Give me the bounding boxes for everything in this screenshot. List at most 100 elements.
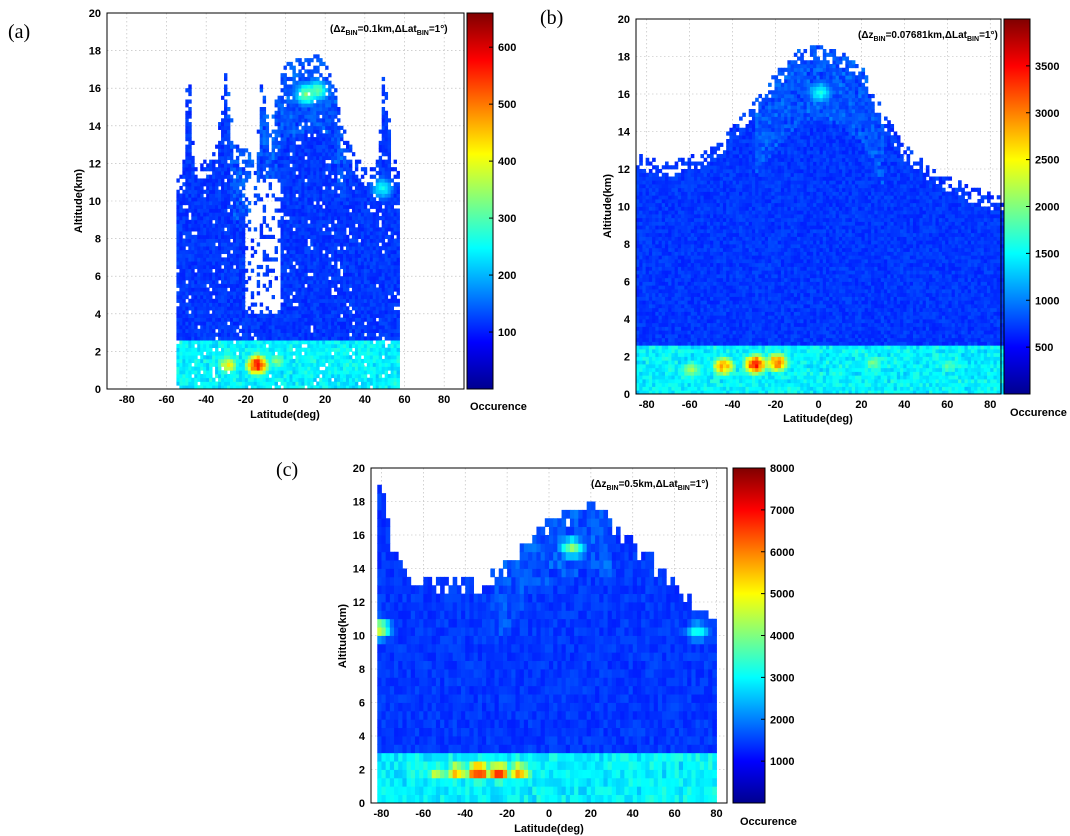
- heatmap-cell: [363, 366, 368, 371]
- heatmap-cell: [259, 362, 264, 367]
- heatmap-cell: [268, 234, 273, 239]
- heatmap-cell: [286, 204, 290, 209]
- heatmap-cell: [277, 133, 281, 138]
- heatmap-cell: [340, 253, 344, 258]
- heatmap-cell: [343, 385, 347, 390]
- heatmap-cell: [295, 332, 299, 337]
- heatmap-cell: [232, 328, 237, 333]
- heatmap-cell: [229, 358, 234, 364]
- heatmap-cell: [235, 279, 240, 285]
- heatmap-cell: [286, 155, 290, 161]
- heatmap-cell: [247, 381, 252, 386]
- heatmap-cell: [334, 366, 338, 371]
- heatmap-cell: [393, 216, 397, 221]
- heatmap-cell: [313, 264, 317, 270]
- heatmap-cell: [366, 351, 371, 356]
- heatmap-cell: [396, 347, 400, 352]
- heatmap-cell: [322, 163, 326, 168]
- heatmap-cell: [191, 340, 195, 345]
- heatmap-cell: [280, 170, 284, 176]
- heatmap-cell: [337, 336, 341, 341]
- heatmap-cell: [221, 193, 225, 198]
- heatmap-cell: [363, 385, 368, 390]
- heatmap-cell: [241, 317, 246, 322]
- heatmap-cell: [235, 343, 240, 349]
- heatmap-cell: [218, 257, 222, 262]
- heatmap-cell: [221, 302, 225, 307]
- heatmap-cell: [387, 167, 392, 172]
- heatmap-cell: [304, 103, 308, 108]
- heatmap-cell: [289, 325, 293, 330]
- heatmap-cell: [307, 73, 311, 78]
- heatmap-cell: [372, 298, 377, 303]
- heatmap-cell: [268, 170, 273, 176]
- heatmap-cell: [301, 148, 305, 153]
- heatmap-cell: [232, 253, 237, 258]
- heatmap-cell: [238, 310, 243, 315]
- heatmap-cell: [310, 170, 314, 176]
- heatmap-cell: [369, 212, 374, 217]
- heatmap-cell: [304, 249, 308, 255]
- heatmap-cell: [253, 313, 258, 318]
- heatmap-cell: [200, 182, 204, 187]
- heatmap-cell: [185, 216, 189, 221]
- heatmap-cell: [224, 328, 228, 333]
- heatmap-cell: [206, 291, 210, 296]
- heatmap-cell: [277, 152, 281, 157]
- heatmap-cell: [194, 291, 198, 296]
- heatmap-cell: [307, 321, 311, 326]
- heatmap-cell: [378, 317, 383, 322]
- heatmap-cell: [639, 360, 643, 365]
- heatmap-cell: [185, 242, 189, 247]
- heatmap-cell: [345, 332, 350, 337]
- heatmap-cell: [238, 276, 243, 281]
- heatmap-cell: [197, 268, 201, 273]
- heatmap-cell: [292, 249, 296, 255]
- heatmap-cell: [313, 279, 317, 285]
- heatmap-cell: [313, 122, 317, 127]
- heatmap-cell: [176, 283, 180, 288]
- heatmap-cell: [289, 137, 293, 142]
- heatmap-cell: [307, 216, 311, 221]
- heatmap-cell: [197, 208, 201, 213]
- heatmap-cell: [396, 310, 400, 315]
- heatmap-cell: [636, 341, 640, 346]
- heatmap-cell: [188, 84, 192, 89]
- heatmap-cell: [224, 283, 228, 288]
- heatmap-cell: [319, 159, 323, 164]
- heatmap-cell: [384, 355, 389, 360]
- heatmap-cell: [232, 193, 237, 198]
- heatmap-cell: [328, 272, 332, 277]
- heatmap-cell: [384, 114, 389, 119]
- heatmap-cell: [345, 170, 350, 176]
- heatmap-cell: [226, 91, 231, 97]
- heatmap-cell: [334, 144, 338, 149]
- heatmap-cell: [343, 264, 347, 270]
- heatmap-cell: [215, 261, 219, 266]
- heatmap-cell: [289, 246, 293, 251]
- heatmap-cell: [206, 370, 210, 375]
- heatmap-cell: [197, 295, 201, 300]
- heatmap-cell: [244, 159, 249, 164]
- heatmap-cell: [301, 152, 305, 157]
- heatmap-cell: [250, 295, 255, 300]
- heatmap-cell: [642, 240, 647, 245]
- heatmap-cell: [215, 219, 219, 224]
- heatmap-cell: [369, 381, 374, 386]
- heatmap-cell: [363, 268, 368, 273]
- heatmap-cell: [289, 362, 293, 367]
- heatmap-cell: [185, 193, 189, 198]
- heatmap-cell: [322, 159, 326, 164]
- heatmap-cell: [265, 155, 270, 161]
- heatmap-cell: [229, 159, 234, 164]
- heatmap-cell: [304, 129, 308, 134]
- heatmap-cell: [322, 140, 326, 145]
- heatmap-cell: [188, 373, 192, 379]
- heatmap-cell: [375, 268, 380, 273]
- heatmap-cell: [226, 185, 231, 191]
- heatmap-cell: [337, 253, 341, 258]
- heatmap-cell: [221, 167, 225, 172]
- heatmap-cell: [229, 234, 234, 239]
- heatmap-cell: [328, 246, 332, 251]
- heatmap-cell: [286, 358, 290, 364]
